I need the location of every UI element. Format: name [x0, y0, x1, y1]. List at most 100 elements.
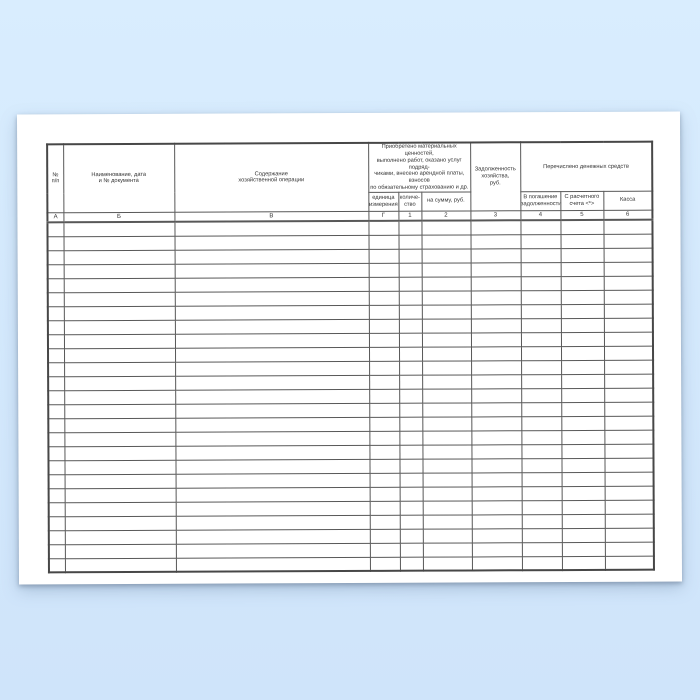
table-cell: [368, 277, 399, 292]
table-cell: [398, 221, 422, 236]
table-cell: [561, 374, 605, 389]
table-cell: [604, 360, 654, 375]
table-cell: [520, 220, 561, 235]
table-cell: [561, 416, 605, 431]
table-cell: [603, 248, 653, 263]
table-cell: [399, 459, 423, 474]
table-cell: [422, 374, 472, 390]
table-cell: [521, 430, 562, 445]
table-cell: [48, 418, 65, 433]
table-cell: [48, 460, 65, 475]
table-cell: [471, 514, 522, 529]
table-cell: [368, 333, 399, 348]
table-cell: [47, 278, 64, 293]
table-cell: [47, 320, 64, 335]
table-cell: [560, 290, 604, 305]
table-cell: [603, 276, 653, 291]
table-cell: [470, 262, 521, 277]
table-cell: [561, 542, 605, 557]
table-cell: [560, 262, 604, 277]
table-cell: [48, 446, 65, 461]
table-cell: [421, 318, 471, 334]
table-cell: [422, 402, 472, 418]
table-cell: [399, 501, 423, 516]
table-cell: [521, 500, 562, 515]
table-cell: [422, 514, 472, 530]
table-cell: [561, 528, 605, 543]
table-cell: [369, 515, 400, 530]
table-cell: [175, 375, 370, 391]
table-cell: [422, 444, 472, 460]
table-cell: [421, 234, 471, 250]
table-cell: [369, 529, 400, 544]
table-cell: [561, 514, 605, 529]
table-cell: [471, 374, 522, 389]
table-cell: [422, 416, 472, 432]
table-cell: [368, 319, 399, 334]
table-cell: [521, 346, 562, 361]
table-cell: [399, 389, 423, 404]
header-acquired-group: Приобретено материальных ценностей, выпо…: [368, 142, 471, 193]
table-cell: [520, 262, 561, 277]
table-cell: [64, 446, 176, 461]
table-cell: [369, 431, 400, 446]
table-cell: [369, 445, 400, 460]
column-index-4: 4: [520, 210, 561, 221]
table-cell: [175, 389, 370, 405]
table-cell: [471, 416, 522, 431]
table-cell: [421, 262, 471, 278]
table-cell: [471, 500, 522, 515]
table-cell: [603, 332, 654, 347]
table-cell: [47, 306, 64, 321]
table-cell: [561, 500, 605, 515]
table-cell: [470, 332, 522, 347]
table-cell: [398, 305, 422, 320]
table-cell: [421, 332, 472, 348]
table-cell: [368, 305, 399, 320]
table-cell: [369, 487, 400, 502]
table-cell: [604, 472, 654, 487]
column-index-2: 2: [421, 210, 471, 222]
table-cell: [399, 375, 423, 390]
table-cell: [421, 304, 471, 320]
table-cell: [604, 500, 654, 515]
header-unit-of-measure: единица измерения: [368, 192, 399, 212]
table-cell: [175, 473, 370, 489]
table-cell: [399, 529, 423, 544]
table-cell: [471, 542, 522, 557]
table-cell: [398, 235, 422, 250]
column-index-5: 5: [560, 210, 604, 221]
table-cell: [421, 248, 471, 264]
column-index-3: 3: [470, 210, 521, 221]
table-cell: [64, 376, 176, 391]
table-cell: [560, 234, 604, 249]
header-transferred-group: Перечислено денежных средств: [520, 141, 653, 192]
table-cell: [561, 346, 605, 361]
table-cell: [398, 347, 423, 362]
table-cell: [471, 388, 522, 403]
table-cell: [64, 348, 176, 363]
table-cell: [471, 360, 522, 375]
table-cell: [369, 501, 400, 516]
table-cell: [470, 318, 521, 333]
table-cell: [64, 432, 176, 447]
table-cell: [64, 418, 176, 433]
table-cell: [369, 389, 400, 404]
header-document: Наименование, дата и № документа: [63, 143, 175, 213]
table-cell: [520, 234, 561, 249]
table-cell: [64, 516, 176, 531]
table-cell: [48, 390, 65, 405]
table-cell: [520, 318, 561, 333]
table-cell: [399, 445, 423, 460]
table-cell: [521, 360, 562, 375]
table-cell: [63, 236, 175, 251]
header-operation-content: Содержание хозяйственной операции: [174, 142, 369, 213]
table-cell: [48, 474, 65, 489]
table-cell: [48, 516, 65, 531]
table-cell: [368, 249, 399, 264]
table-cell: [47, 292, 64, 307]
table-cell: [521, 556, 563, 571]
table-cell: [471, 528, 522, 543]
table-cell: [471, 346, 522, 361]
